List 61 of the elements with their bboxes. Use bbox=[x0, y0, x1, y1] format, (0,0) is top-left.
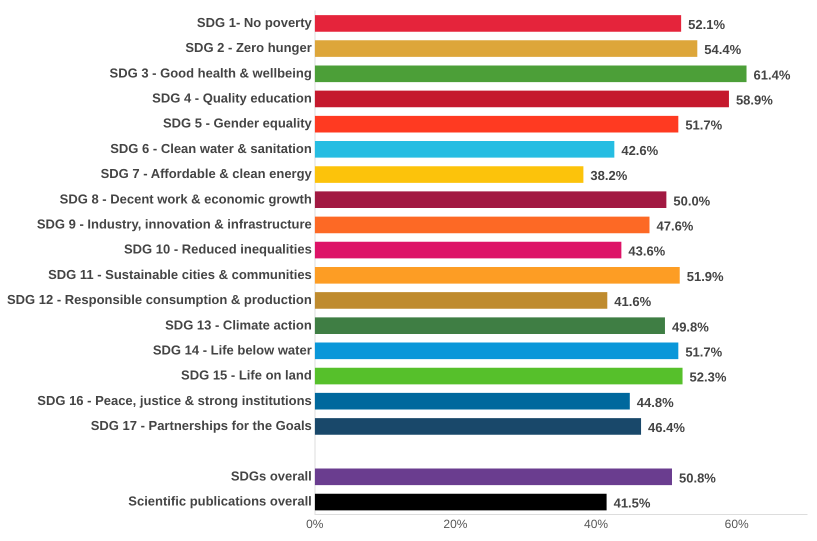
data-label: 47.6% bbox=[656, 218, 694, 234]
y-tick-label: SDG 9 - Industry, innovation & infrastructure bbox=[36, 216, 312, 232]
bar bbox=[314, 392, 630, 410]
bar bbox=[314, 216, 650, 234]
y-tick-label: Scientific publications overall bbox=[128, 494, 312, 509]
bar bbox=[314, 368, 683, 384]
bar bbox=[314, 292, 608, 309]
data-label: 51.9% bbox=[686, 268, 724, 284]
y-tick-label: SDG 1- No poverty bbox=[196, 14, 313, 30]
y-tick-label: SDG 8 - Decent work & economic growth bbox=[60, 191, 312, 206]
bar bbox=[314, 242, 622, 258]
data-label: 51.7% bbox=[685, 118, 723, 133]
bar bbox=[314, 342, 678, 360]
bar bbox=[314, 266, 680, 284]
bar bbox=[314, 116, 678, 132]
data-label: 58.9% bbox=[736, 92, 774, 108]
y-tick-label: SDG 5 - Gender equality bbox=[162, 116, 313, 131]
data-label: 52.3% bbox=[690, 370, 727, 385]
y-tick-label: SDG 2 - Zero hunger bbox=[185, 40, 312, 56]
data-label: 46.4% bbox=[648, 420, 686, 436]
y-tick-label: SDG 13 - Climate action bbox=[165, 317, 312, 332]
bar bbox=[314, 418, 642, 435]
y-tick-label: SDG 17 - Partnerships for the Goals bbox=[90, 418, 312, 434]
data-label: 54.4% bbox=[704, 42, 742, 58]
y-tick-label: SDG 6 - Clean water & sanitation bbox=[110, 140, 312, 156]
x-tick-label: 0% bbox=[306, 517, 324, 532]
bar bbox=[314, 317, 665, 334]
bar bbox=[314, 15, 682, 32]
x-tick-label: 60% bbox=[724, 517, 750, 532]
data-label: 51.7% bbox=[685, 344, 723, 360]
x-tick-label: 20% bbox=[443, 517, 468, 532]
data-label: 43.6% bbox=[628, 244, 666, 259]
y-tick-label: SDG 16 - Peace, justice & strong institutions bbox=[37, 392, 312, 408]
bar bbox=[314, 191, 666, 208]
y-tick-label: SDG 4 - Quality education bbox=[152, 90, 312, 106]
bar bbox=[314, 65, 747, 82]
data-label: 50.8% bbox=[678, 470, 716, 486]
y-tick-label: SDG 14 - Life below water bbox=[152, 342, 312, 358]
bar bbox=[314, 90, 729, 108]
y-tick-label: SDG 7 - Affordable & clean energy bbox=[100, 166, 313, 182]
y-tick-label: SDG 15 - Life on land bbox=[181, 368, 312, 383]
data-label: 42.6% bbox=[621, 142, 659, 158]
bar bbox=[314, 468, 672, 486]
data-label: 41.6% bbox=[614, 294, 652, 310]
data-label: 50.0% bbox=[673, 193, 711, 208]
bar bbox=[314, 494, 607, 510]
y-tick-label: SDG 10 - Reduced inequalities bbox=[124, 242, 312, 257]
bar bbox=[314, 141, 614, 158]
bar bbox=[314, 40, 698, 57]
y-tick-label: SDG 12 - Responsible consumption & production bbox=[7, 292, 312, 308]
y-tick-label: SDGs overall bbox=[230, 468, 312, 484]
x-tick-label: 40% bbox=[584, 517, 608, 532]
data-label: 52.1% bbox=[688, 16, 726, 32]
y-tick-label: SDG 3 - Good health & wellbeing bbox=[110, 65, 312, 80]
data-label: 61.4% bbox=[754, 67, 791, 82]
data-label: 44.8% bbox=[636, 394, 674, 410]
y-tick-label: SDG 11 - Sustainable cities & communities bbox=[48, 266, 312, 282]
bar bbox=[314, 166, 584, 183]
data-label: 41.5% bbox=[614, 496, 651, 511]
data-label: 49.8% bbox=[672, 319, 710, 334]
data-label: 38.2% bbox=[590, 168, 628, 184]
